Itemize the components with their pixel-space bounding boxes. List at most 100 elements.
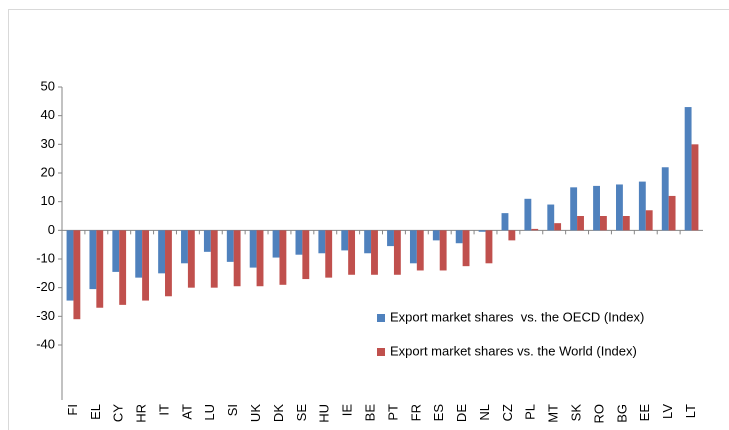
bar [668, 195, 676, 231]
chart-border [8, 9, 729, 430]
x-tick-label: NL [477, 404, 492, 421]
x-tick-label: DE [454, 404, 469, 422]
x-tick-label: SE [294, 404, 309, 422]
bar [622, 216, 630, 231]
bar [272, 230, 280, 258]
y-tick-label: 10 [41, 193, 55, 208]
bar [295, 230, 303, 255]
bar [616, 184, 623, 231]
x-tick-label: LV [660, 404, 675, 419]
y-tick-label: 40 [41, 107, 55, 122]
bar [554, 223, 562, 231]
bar [387, 230, 394, 247]
bar [348, 230, 356, 275]
y-tick-label: -20 [36, 279, 55, 294]
x-tick-label: BG [614, 404, 629, 423]
x-tick-label: SI [225, 404, 240, 416]
bar [66, 230, 74, 301]
bar [158, 230, 166, 274]
bar [645, 210, 653, 231]
y-tick-label: 30 [41, 136, 55, 151]
bar [371, 230, 378, 275]
bar [508, 230, 516, 241]
bar [256, 230, 264, 287]
x-tick-label: BE [362, 404, 377, 422]
y-tick-label: 0 [48, 222, 55, 237]
bar [135, 230, 143, 278]
y-tick-label: 50 [41, 78, 55, 93]
legend-swatch [377, 348, 385, 356]
bar [638, 181, 646, 231]
x-tick-label: DK [271, 404, 286, 422]
bar [393, 230, 401, 275]
bar [112, 230, 120, 272]
y-tick-label: -30 [36, 308, 55, 323]
bar [210, 230, 218, 288]
bar [432, 230, 440, 241]
bar [119, 230, 127, 305]
bar [325, 230, 333, 278]
x-tick-label: CZ [500, 404, 515, 421]
x-tick-label: FR [408, 404, 423, 421]
legend-label: Export market shares vs. the World (Inde… [390, 343, 637, 358]
bar [142, 230, 149, 301]
bar [416, 230, 424, 271]
bar [439, 230, 447, 271]
legend-swatch [377, 314, 385, 322]
x-tick-label: RO [591, 404, 606, 424]
bar [501, 213, 509, 231]
bar [684, 107, 692, 231]
bar [577, 216, 584, 231]
x-tick-label: HR [134, 404, 149, 423]
y-tick-label: -40 [36, 336, 55, 351]
bar [524, 198, 532, 231]
legend-label: Export market shares vs. the OECD (Index… [390, 309, 644, 324]
bar [341, 230, 349, 251]
x-tick-label: PT [385, 404, 400, 421]
bar [203, 230, 211, 252]
bar [485, 230, 493, 264]
y-tick-label: 20 [41, 164, 55, 179]
x-tick-label: UK [248, 404, 263, 422]
bar [661, 167, 669, 231]
bar [249, 230, 257, 268]
x-tick-label: IT [156, 404, 171, 416]
x-tick-label: LU [202, 404, 217, 421]
bar [96, 230, 104, 308]
bar [599, 216, 607, 231]
bar [409, 230, 417, 264]
x-tick-label: SK [569, 404, 584, 422]
bar [165, 230, 172, 297]
x-tick-label: AT [179, 404, 194, 420]
bar [73, 230, 81, 320]
bar [691, 144, 699, 231]
x-tick-label: EL [88, 404, 103, 420]
bar [279, 230, 287, 285]
bar [547, 204, 555, 231]
x-tick-label: FI [65, 404, 80, 416]
bar [478, 230, 486, 232]
bar [364, 230, 372, 254]
bar [455, 230, 463, 244]
x-tick-label: IE [340, 404, 355, 417]
bar [318, 230, 326, 254]
x-tick-label: MT [546, 404, 561, 423]
x-tick-label: EE [637, 404, 652, 422]
bar [89, 230, 97, 290]
bar [593, 185, 600, 231]
x-tick-label: CY [111, 404, 126, 422]
x-tick-label: LT [683, 404, 698, 418]
bar [570, 187, 578, 231]
y-tick-label: -10 [36, 250, 55, 265]
bar [226, 230, 234, 262]
x-tick-label: PL [523, 404, 538, 420]
bar [462, 230, 470, 267]
bar [233, 230, 241, 287]
bar [302, 230, 310, 280]
bar [531, 228, 539, 231]
x-tick-label: HU [317, 404, 332, 423]
bar [181, 230, 188, 264]
x-tick-label: ES [431, 404, 446, 422]
